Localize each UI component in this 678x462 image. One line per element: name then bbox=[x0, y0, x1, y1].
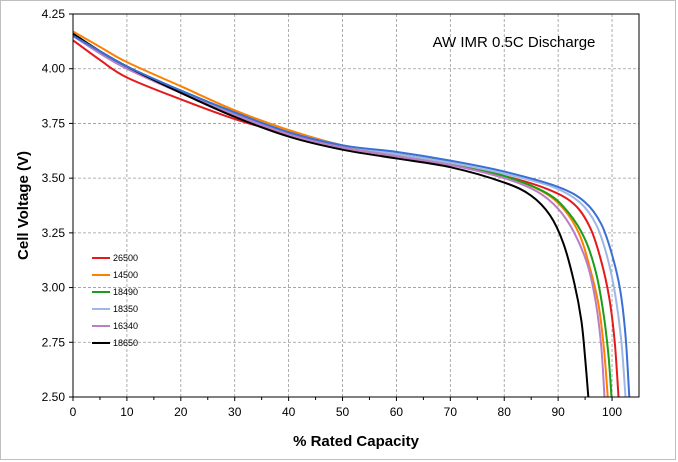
legend-label: 26500 bbox=[113, 253, 138, 263]
legend-label: 18650 bbox=[113, 338, 138, 348]
x-tick-label: 80 bbox=[498, 405, 512, 419]
x-ticks: 0 10 20 30 40 50 60 70 80 90 100 bbox=[70, 397, 622, 419]
legend-item-16340: 16340 bbox=[92, 321, 138, 331]
x-tick-label: 70 bbox=[444, 405, 458, 419]
plot-area bbox=[73, 14, 639, 397]
legend-item-26500: 26500 bbox=[92, 253, 138, 263]
series-line-18650 bbox=[72, 32, 590, 398]
plot-border bbox=[72, 13, 640, 398]
x-tick-label: 40 bbox=[282, 405, 296, 419]
x-axis-title: % Rated Capacity bbox=[293, 433, 420, 450]
legend: 26500 14500 18490 18350 16340 18650 bbox=[92, 253, 138, 348]
y-tick-label: 4.00 bbox=[42, 62, 66, 76]
x-tick-label: 50 bbox=[336, 405, 350, 419]
y-tick-label: 2.50 bbox=[42, 390, 66, 404]
x-tick-label: 100 bbox=[602, 405, 622, 419]
x-tick-label: 0 bbox=[70, 405, 77, 419]
x-tick-label: 10 bbox=[120, 405, 134, 419]
x-tick-label: 20 bbox=[174, 405, 188, 419]
series-layer bbox=[72, 30, 631, 398]
legend-label: 18490 bbox=[113, 287, 138, 297]
legend-label: 18350 bbox=[113, 304, 138, 314]
legend-item-18490: 18490 bbox=[92, 287, 138, 297]
x-tick-label: 90 bbox=[551, 405, 565, 419]
x-tick-label: 60 bbox=[390, 405, 404, 419]
legend-label: 16340 bbox=[113, 321, 138, 331]
legend-item-18350: 18350 bbox=[92, 304, 138, 314]
x-tick-label: 30 bbox=[228, 405, 242, 419]
series-line-unlabeled bbox=[72, 35, 631, 398]
y-ticks: 2.50 2.75 3.00 3.25 3.50 3.75 4.00 4.25 bbox=[42, 7, 73, 404]
grid bbox=[73, 14, 639, 397]
y-tick-label: 3.75 bbox=[42, 116, 66, 130]
y-tick-label: 3.00 bbox=[42, 281, 66, 295]
legend-item-14500: 14500 bbox=[92, 270, 138, 280]
legend-label: 14500 bbox=[113, 270, 138, 280]
y-tick-label: 3.50 bbox=[42, 171, 66, 185]
chart-title: AW IMR 0.5C Discharge bbox=[433, 34, 596, 51]
y-tick-label: 3.25 bbox=[42, 226, 66, 240]
legend-item-18650: 18650 bbox=[92, 338, 138, 348]
y-axis-title: Cell Voltage (V) bbox=[15, 151, 32, 260]
y-tick-label: 4.25 bbox=[42, 7, 66, 21]
y-tick-label: 2.75 bbox=[42, 335, 66, 349]
